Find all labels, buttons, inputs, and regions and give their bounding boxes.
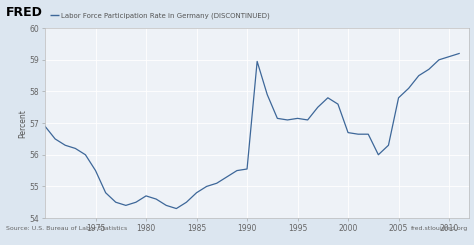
Text: Labor Force Participation Rate in Germany (DISCONTINUED): Labor Force Participation Rate in German… (61, 12, 269, 19)
Text: Source: U.S. Bureau of Labor Statistics: Source: U.S. Bureau of Labor Statistics (6, 226, 127, 231)
Text: fred.stlouisfed.org: fred.stlouisfed.org (411, 226, 468, 231)
Y-axis label: Percent: Percent (18, 109, 27, 137)
Text: FRED: FRED (6, 6, 43, 19)
